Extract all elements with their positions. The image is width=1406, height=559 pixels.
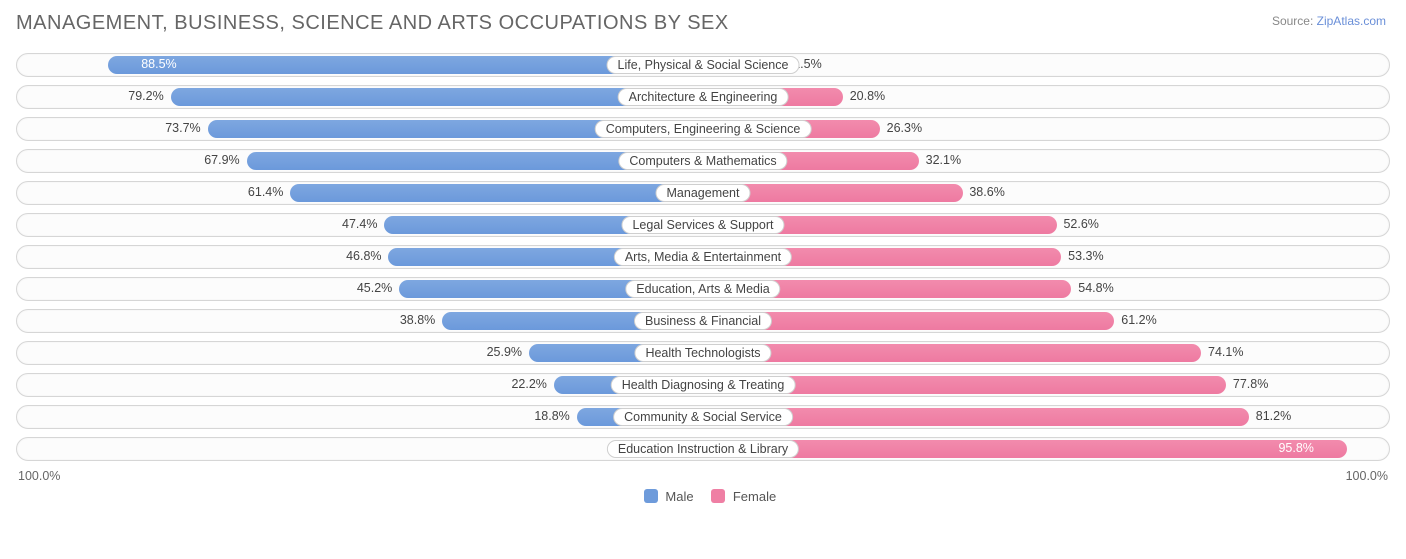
- value-female: 26.3%: [887, 121, 922, 135]
- chart-row: Education Instruction & Library4.2%95.8%: [16, 437, 1390, 461]
- chart-row: Management 61.4% 38.6%: [16, 181, 1390, 205]
- chart-row: Education, Arts & Media 45.2% 54.8%: [16, 277, 1390, 301]
- chart-row: Health Diagnosing & Treating 22.2% 77.8%: [16, 373, 1390, 397]
- category-label: Architecture & Engineering: [618, 88, 789, 106]
- axis-right-label: 100.0%: [1346, 469, 1388, 483]
- value-female: 20.8%: [850, 89, 885, 103]
- value-male: 73.7%: [165, 121, 200, 135]
- x-axis: 100.0% 100.0%: [16, 469, 1390, 487]
- category-label: Community & Social Service: [613, 408, 793, 426]
- category-label: Legal Services & Support: [621, 216, 784, 234]
- chart-row: Computers & Mathematics 67.9% 32.1%: [16, 149, 1390, 173]
- chart-row: Architecture & Engineering 79.2% 20.8%: [16, 85, 1390, 109]
- category-label: Health Diagnosing & Treating: [611, 376, 796, 394]
- value-female: 81.2%: [1256, 409, 1291, 423]
- source-name: ZipAtlas.com: [1317, 14, 1386, 28]
- category-label: Business & Financial: [634, 312, 772, 330]
- chart-row: Community & Social Service 18.8% 81.2%: [16, 405, 1390, 429]
- axis-left-label: 100.0%: [18, 469, 60, 483]
- category-label: Management: [656, 184, 751, 202]
- value-female: 52.6%: [1063, 217, 1098, 231]
- value-male: 38.8%: [400, 313, 435, 327]
- legend-label-female: Female: [733, 489, 776, 504]
- chart-row: Legal Services & Support 47.4% 52.6%: [16, 213, 1390, 237]
- value-female: 54.8%: [1078, 281, 1113, 295]
- value-male: 61.4%: [248, 185, 283, 199]
- bar-male: [290, 184, 703, 202]
- diverging-bar-chart: Life, Physical & Social Science88.5%11.5…: [16, 53, 1390, 461]
- value-female: 74.1%: [1208, 345, 1243, 359]
- chart-row: Business & Financial 38.8% 61.2%: [16, 309, 1390, 333]
- category-label: Education Instruction & Library: [607, 440, 799, 458]
- chart-row: Health Technologists 25.9% 74.1%: [16, 341, 1390, 365]
- value-male: 25.9%: [487, 345, 522, 359]
- value-male: 46.8%: [346, 249, 381, 263]
- value-male: 88.5%: [141, 57, 176, 71]
- source-attribution: Source: ZipAtlas.com: [1272, 14, 1386, 28]
- legend-swatch-male: [644, 489, 658, 503]
- category-label: Computers, Engineering & Science: [595, 120, 812, 138]
- chart-row: Arts, Media & Entertainment 46.8% 53.3%: [16, 245, 1390, 269]
- value-male: 22.2%: [511, 377, 546, 391]
- value-female: 53.3%: [1068, 249, 1103, 263]
- value-female: 95.8%: [1278, 441, 1313, 455]
- value-male: 47.4%: [342, 217, 377, 231]
- legend-swatch-female: [711, 489, 725, 503]
- category-label: Arts, Media & Entertainment: [614, 248, 792, 266]
- bar-female: [703, 440, 1347, 458]
- value-female: 61.2%: [1121, 313, 1156, 327]
- legend-label-male: Male: [665, 489, 693, 504]
- value-male: 45.2%: [357, 281, 392, 295]
- value-male: 67.9%: [204, 153, 239, 167]
- value-male: 79.2%: [128, 89, 163, 103]
- legend: Male Female: [16, 489, 1390, 504]
- value-female: 38.6%: [969, 185, 1004, 199]
- category-label: Life, Physical & Social Science: [607, 56, 800, 74]
- category-label: Education, Arts & Media: [625, 280, 780, 298]
- chart-row: Life, Physical & Social Science88.5%11.5…: [16, 53, 1390, 77]
- value-female: 32.1%: [926, 153, 961, 167]
- source-prefix: Source:: [1272, 14, 1317, 28]
- category-label: Health Technologists: [634, 344, 771, 362]
- chart-title: MANAGEMENT, BUSINESS, SCIENCE AND ARTS O…: [16, 12, 1390, 35]
- bar-female: [703, 344, 1201, 362]
- value-male: 18.8%: [534, 409, 569, 423]
- chart-row: Computers, Engineering & Science 73.7% 26.…: [16, 117, 1390, 141]
- category-label: Computers & Mathematics: [618, 152, 787, 170]
- value-female: 77.8%: [1233, 377, 1268, 391]
